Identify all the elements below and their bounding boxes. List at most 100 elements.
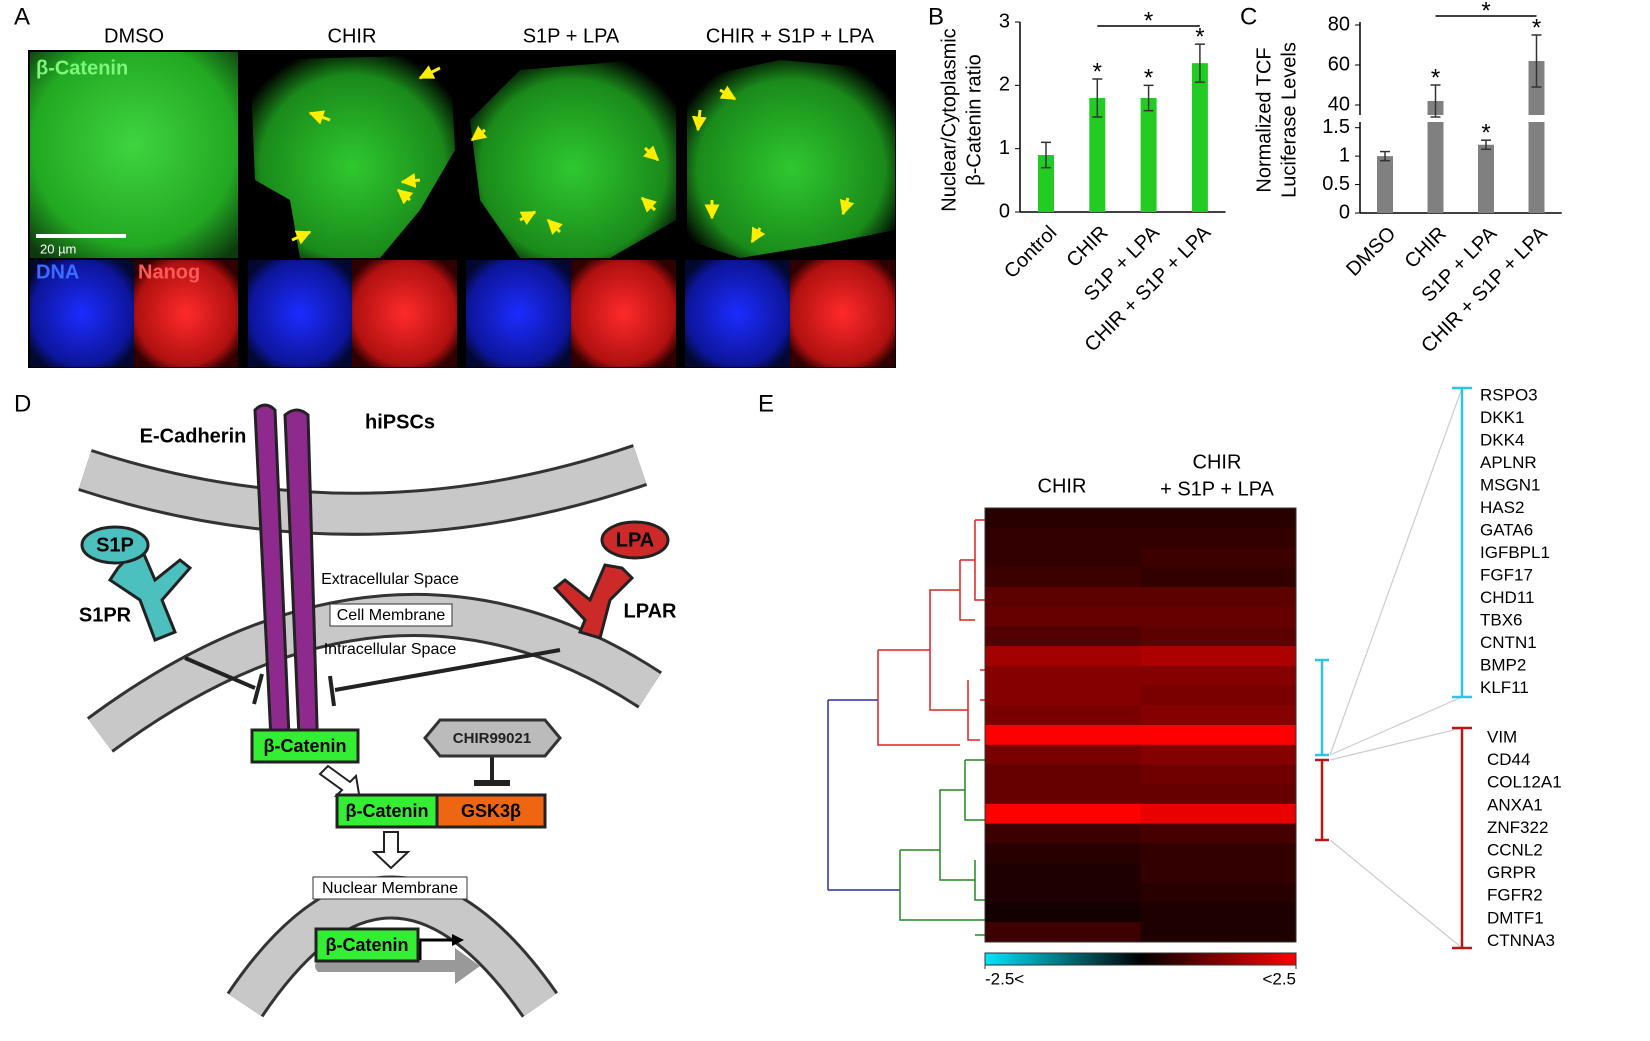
heatmap-cell: [985, 606, 1141, 627]
gene-label: GATA6: [1480, 520, 1533, 539]
brackets: [1315, 386, 1472, 950]
gene-label: CTNNA3: [1487, 931, 1555, 950]
panel-d: E-Cadherin hiPSCs S1P LPA S1PR LPAR Extr…: [78, 403, 677, 1018]
gene-label: APLNR: [1480, 453, 1537, 472]
membrane: [79, 447, 647, 533]
gene-label: CNTN1: [1480, 633, 1537, 652]
heatmap-cell: [985, 882, 1141, 904]
column-label: CHIR: [1193, 451, 1242, 473]
heatmap-cell: [1140, 902, 1297, 923]
colorbar-label: <2.5: [1262, 969, 1296, 988]
heatmap-cell: [985, 764, 1141, 785]
x-tick-label: DMSO: [1342, 223, 1400, 281]
y-tick-label: 0.5: [1322, 173, 1350, 195]
heatmap-cell: [1140, 646, 1297, 667]
heatmap-cell: [985, 725, 1141, 746]
label: Intracellular Space: [324, 641, 457, 658]
heatmap-cell: [985, 843, 1141, 864]
heatmap: [985, 508, 1297, 943]
significance: *: [1195, 24, 1204, 51]
gene-label: BMP2: [1480, 655, 1526, 674]
label: LPA: [616, 529, 655, 551]
heatmap-cell: [1140, 922, 1297, 943]
panel-label: A: [14, 3, 30, 30]
panel-label: B: [928, 3, 944, 30]
box: [335, 793, 439, 829]
bar: [1377, 156, 1393, 213]
gene-label: DKK1: [1480, 408, 1524, 427]
scale-bar-label: 20 µm: [40, 241, 76, 256]
image: [30, 52, 238, 258]
receptor: [107, 542, 193, 642]
e-cadherin: [283, 408, 320, 762]
significance: *: [1481, 0, 1490, 24]
gene-label: ANXA1: [1487, 795, 1543, 814]
heatmap-cell: [1140, 725, 1297, 746]
bar: [1528, 122, 1545, 213]
heatmap-cell: [1140, 803, 1297, 825]
gene-arrow: [315, 948, 480, 984]
y-tick-label: 3: [999, 10, 1010, 32]
gene-label: GRPR: [1487, 863, 1536, 882]
e-cadherin: [253, 403, 292, 762]
stain-label: DNA: [36, 261, 79, 283]
panel-label: E: [758, 390, 774, 417]
label: β-Catenin: [326, 935, 409, 955]
heatmap-cell: [1140, 764, 1297, 785]
heatmap-frame: [984, 507, 1297, 943]
receptor: [552, 563, 635, 640]
heatmap-cell: [985, 784, 1141, 805]
y-tick-label: 1: [1339, 144, 1350, 166]
y-axis-label: β-Catenin ratio: [963, 54, 985, 186]
image: [248, 260, 352, 367]
heatmap-cell: [1140, 508, 1297, 529]
ligand: [600, 520, 670, 560]
gene-label: FGF17: [1480, 565, 1533, 584]
stain-label: Nanog: [138, 261, 200, 283]
gene-label: DMTF1: [1487, 908, 1544, 927]
y-tick-label: 0: [1339, 201, 1350, 223]
gene-label: HAS2: [1480, 498, 1524, 517]
gene-label: CHD11: [1480, 588, 1534, 607]
heatmap-cell: [1140, 863, 1297, 884]
gene-label: COL12A1: [1487, 773, 1562, 792]
gene-label: KLF11: [1480, 678, 1529, 697]
y-axis-label: Luciferase Levels: [1278, 42, 1300, 198]
connectors: [1329, 387, 1463, 949]
bar: [1427, 122, 1444, 213]
gene-label: RSPO3: [1480, 385, 1538, 404]
panel-labels: A B C D E: [14, 3, 1257, 417]
bar: [1089, 98, 1106, 212]
colorbar: [984, 952, 1297, 966]
heatmap-cell: [985, 527, 1141, 548]
bar: [1528, 61, 1545, 115]
y-tick-label: 1.5: [1322, 116, 1350, 138]
y-tick-label: 40: [1328, 93, 1350, 115]
box: [435, 793, 547, 829]
image-content: [687, 60, 895, 258]
image: [134, 260, 238, 367]
bar: [1478, 144, 1494, 213]
gene-label: TBX6: [1480, 610, 1523, 629]
significance: *: [1481, 120, 1490, 147]
y-axis-label: Normalized TCF: [1253, 47, 1275, 192]
heatmap-cell: [985, 863, 1141, 884]
heatmap-cell: [985, 902, 1141, 923]
y-tick-label: 2: [999, 74, 1010, 96]
heatmap-cell: [985, 705, 1141, 726]
label: Nuclear Membrane: [322, 880, 458, 897]
heatmap-cell: [985, 744, 1141, 765]
arrow: [371, 831, 411, 870]
box: [314, 927, 420, 963]
gene-label: ZNF322: [1487, 818, 1548, 837]
significance: *: [1532, 14, 1541, 41]
x-tick-label: Control: [1000, 222, 1061, 283]
box: [250, 728, 360, 764]
heatmap-cell: [1140, 705, 1297, 726]
heatmap-cell: [985, 665, 1141, 687]
heatmap-cell: [1140, 665, 1297, 687]
panel-label: C: [1240, 3, 1257, 30]
panel-a: 20 µm β-Catenin DNA Nanog DMSO CHIR S1P …: [28, 25, 896, 368]
heatmap-cell: [1140, 843, 1297, 864]
